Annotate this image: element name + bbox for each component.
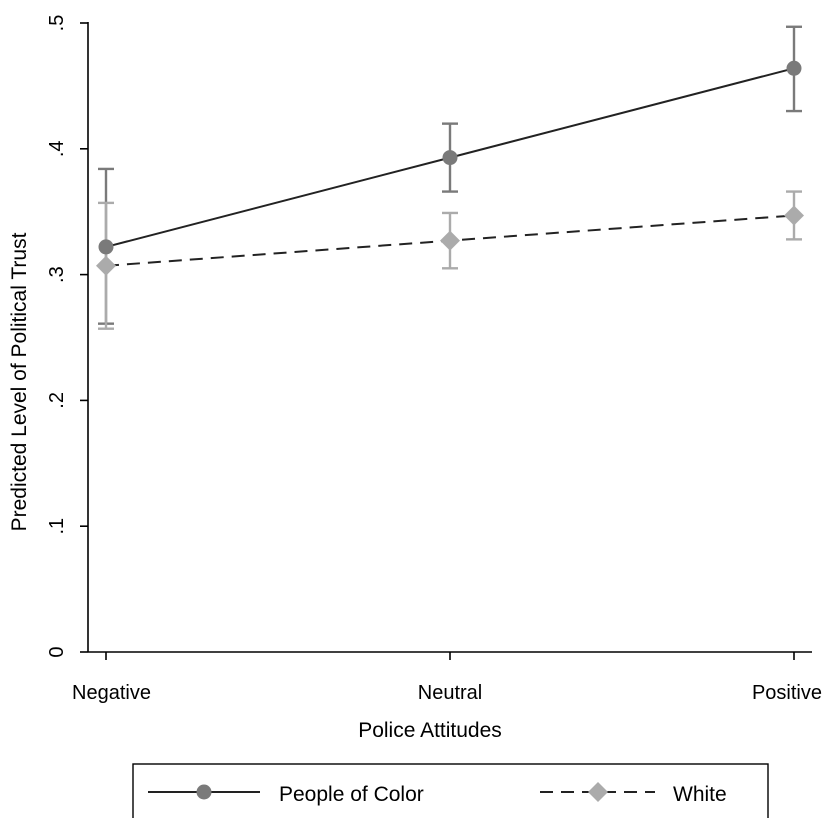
y-tick-label: .3 <box>46 266 68 283</box>
plot-area <box>96 25 804 330</box>
y-axis-title: Predicted Level of Political Trust <box>8 232 31 531</box>
y-tick-label: 0 <box>46 646 68 657</box>
y-tick-label: .2 <box>46 392 68 409</box>
x-tick-label: Negative <box>72 682 151 704</box>
x-tick-label: Neutral <box>418 682 482 704</box>
legend-label-people-of-color: People of Color <box>279 783 424 806</box>
data-point-people-of-color <box>98 239 114 255</box>
legend-marker-white <box>588 782 608 802</box>
x-axis: Negative Neutral Positive <box>72 651 822 704</box>
error-bars-people-of-color <box>98 25 802 325</box>
data-point-white <box>440 230 460 251</box>
legend: People of Color White <box>132 763 769 818</box>
data-point-white <box>96 255 116 276</box>
y-tick-label: .4 <box>46 140 68 157</box>
x-axis-title: Police Attitudes <box>358 719 502 742</box>
error-bars-white <box>98 190 802 330</box>
legend-marker-people-of-color <box>196 784 212 800</box>
data-point-people-of-color <box>442 150 458 166</box>
x-tick-label: Positive <box>752 682 822 704</box>
y-ticks: 0 .1 .2 .3 .4 .5 <box>46 15 88 658</box>
legend-label-white: White <box>673 783 727 806</box>
data-point-people-of-color <box>786 60 802 76</box>
y-tick-label: .1 <box>46 518 68 535</box>
data-point-white <box>784 205 804 226</box>
y-axis: 0 .1 .2 .3 .4 .5 <box>46 15 89 658</box>
x-ticks: Negative Neutral Positive <box>72 652 822 704</box>
y-tick-label: .5 <box>46 15 68 32</box>
